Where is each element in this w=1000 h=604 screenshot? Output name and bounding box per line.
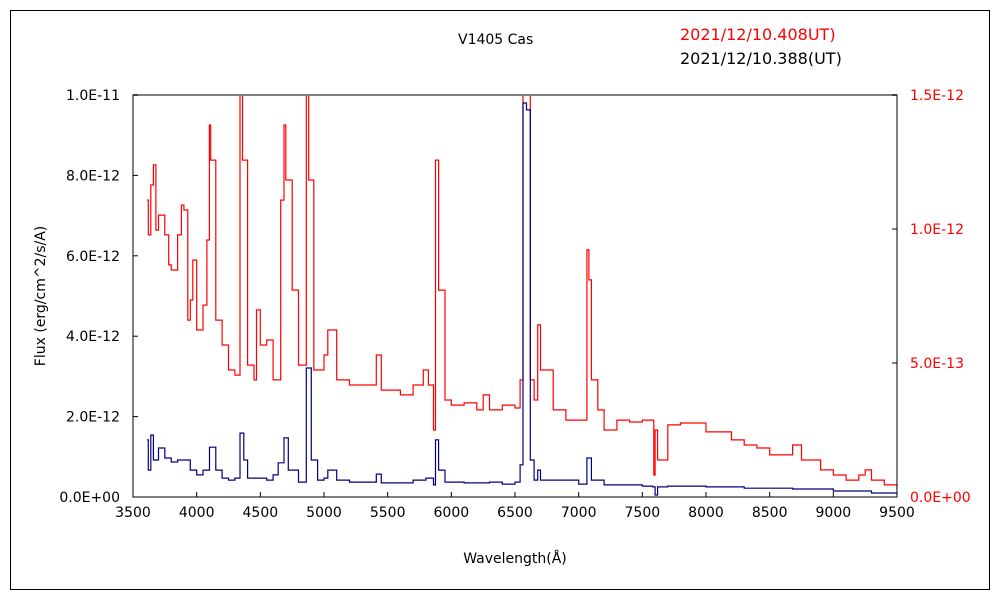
y-axis-label: Flux (erg/cm^2/s/A) (33, 226, 49, 366)
y-right-tick-label: 1.0E-12 (910, 222, 964, 238)
x-tick-label: 8500 (752, 505, 788, 521)
x-tick-label: 5500 (370, 505, 406, 521)
chart-title: V1405 Cas (458, 32, 533, 48)
series-line-blue (147, 102, 897, 496)
x-tick-label: 7500 (625, 505, 661, 521)
x-tick-label: 9000 (816, 505, 852, 521)
x-tick-label: 4500 (243, 505, 279, 521)
y-right-tick-label: 0.0E+00 (910, 490, 971, 506)
y-left-tick-label: 6.0E-12 (66, 249, 120, 265)
y-left-tick-label: 0.0E+00 (59, 490, 120, 506)
y-right-tick-label: 1.5E-12 (910, 88, 964, 104)
x-tick-label: 7000 (561, 505, 597, 521)
x-axis-label: Wavelength(Å) (463, 550, 567, 567)
x-tick-label: 6500 (497, 505, 533, 521)
series-line-red (147, 95, 897, 490)
y-left-tick-label: 4.0E-12 (66, 329, 120, 345)
x-tick-label: 9500 (879, 505, 915, 521)
y-right-tick-label: 5.0E-13 (910, 356, 964, 372)
x-tick-label: 8000 (688, 505, 724, 521)
chart-border (10, 10, 990, 590)
x-tick-label: 5000 (306, 505, 342, 521)
y-left-tick-label: 1.0E-11 (66, 88, 120, 104)
legend-series-red: 2021/12/10.408UT) (680, 25, 836, 44)
x-tick-label: 4000 (179, 505, 215, 521)
legend-series-blue: 2021/12/10.388(UT) (680, 49, 842, 68)
x-tick-label: 3500 (115, 505, 151, 521)
y-left-tick-label: 2.0E-12 (66, 410, 120, 426)
x-tick-label: 6000 (434, 505, 470, 521)
y-left-tick-label: 8.0E-12 (66, 168, 120, 184)
